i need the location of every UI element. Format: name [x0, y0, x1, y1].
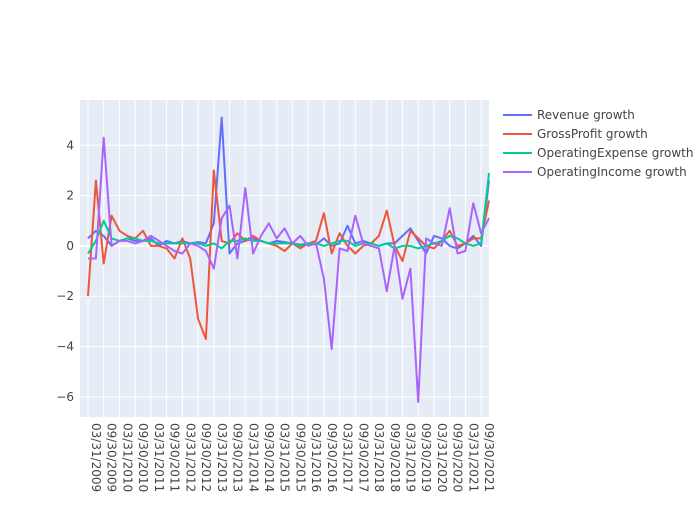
legend[interactable]: Revenue growth GrossProfit growth Operatin… [503, 108, 694, 179]
x-tick-label: 03/31/2016 [309, 423, 323, 492]
x-tick-label: 09/30/2010 [136, 423, 150, 492]
x-tick-label: 03/31/2009 [89, 423, 103, 492]
legend-item[interactable]: OperatingIncome growth [503, 165, 687, 179]
x-tick-label: 09/30/2009 [105, 423, 119, 492]
y-tick-label: −2 [56, 289, 74, 303]
x-tick-label: 09/30/2014 [262, 423, 276, 492]
x-tick-label: 09/30/2016 [325, 423, 339, 492]
x-tick-label: 03/31/2011 [152, 423, 166, 492]
x-tick-label: 09/30/2021 [482, 423, 496, 492]
legend-label: Revenue growth [537, 108, 635, 122]
legend-label: GrossProfit growth [537, 127, 648, 141]
legend-label: OperatingIncome growth [537, 165, 687, 179]
x-tick-label: 09/30/2011 [168, 423, 182, 492]
series-line-3 [87, 172, 490, 255]
legend-label: OperatingExpense growth [537, 146, 694, 160]
x-tick-label: 03/31/2014 [246, 423, 260, 492]
x-tick-label: 09/30/2020 [451, 423, 465, 492]
x-tick-label: 09/30/2015 [293, 423, 307, 492]
x-axis-ticks: 03/31/2009 09/30/2009 03/31/2010 09/30/2010… [89, 423, 496, 492]
x-tick-label: 09/30/2019 [419, 423, 433, 492]
series-line-4 [88, 136, 490, 403]
legend-item[interactable]: GrossProfit growth [503, 127, 648, 141]
plot-area [80, 100, 489, 417]
x-tick-label: 03/31/2020 [435, 423, 449, 492]
x-tick-label: 03/31/2012 [183, 423, 197, 492]
grid-layer [80, 100, 489, 417]
y-tick-label: 4 [66, 138, 74, 152]
x-tick-label: 03/31/2015 [278, 423, 292, 492]
x-tick-label: 09/30/2013 [231, 423, 245, 492]
x-tick-label: 03/31/2021 [466, 423, 480, 492]
x-tick-label: 03/31/2017 [341, 423, 355, 492]
x-tick-label: 09/30/2012 [199, 423, 213, 492]
series-line-2 [87, 169, 490, 340]
series-layer [87, 116, 490, 403]
x-tick-label: 09/30/2018 [388, 423, 402, 492]
x-tick-label: 03/31/2019 [404, 423, 418, 492]
y-tick-label: −6 [56, 390, 74, 404]
legend-item[interactable]: OperatingExpense growth [503, 146, 694, 160]
y-tick-label: 0 [66, 239, 74, 253]
y-axis-ticks: 4 2 0 −2 −4 −6 [56, 138, 74, 404]
y-tick-label: 2 [66, 189, 74, 203]
legend-item[interactable]: Revenue growth [503, 108, 635, 122]
y-tick-label: −4 [56, 340, 74, 354]
x-tick-label: 09/30/2017 [356, 423, 370, 492]
x-tick-label: 03/31/2018 [372, 423, 386, 492]
x-tick-label: 03/31/2013 [215, 423, 229, 492]
x-tick-label: 03/31/2010 [120, 423, 134, 492]
